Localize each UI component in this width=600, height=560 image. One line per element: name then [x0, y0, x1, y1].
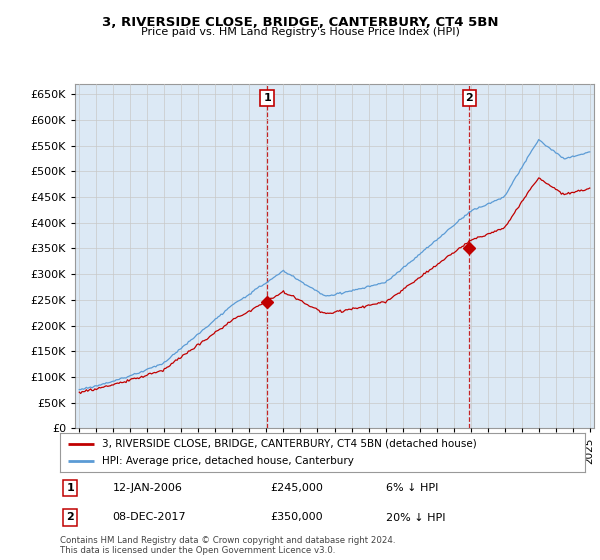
- Text: 20% ↓ HPI: 20% ↓ HPI: [386, 512, 445, 522]
- Text: 2: 2: [66, 512, 74, 522]
- Text: 1: 1: [263, 93, 271, 103]
- Text: 3, RIVERSIDE CLOSE, BRIDGE, CANTERBURY, CT4 5BN (detached house): 3, RIVERSIDE CLOSE, BRIDGE, CANTERBURY, …: [102, 438, 477, 449]
- Text: £245,000: £245,000: [270, 483, 323, 493]
- Text: 1: 1: [66, 483, 74, 493]
- Text: £350,000: £350,000: [270, 512, 323, 522]
- Text: 08-DEC-2017: 08-DEC-2017: [113, 512, 186, 522]
- Text: Contains HM Land Registry data © Crown copyright and database right 2024.
This d: Contains HM Land Registry data © Crown c…: [60, 536, 395, 556]
- Text: 3, RIVERSIDE CLOSE, BRIDGE, CANTERBURY, CT4 5BN: 3, RIVERSIDE CLOSE, BRIDGE, CANTERBURY, …: [102, 16, 498, 29]
- Text: 6% ↓ HPI: 6% ↓ HPI: [386, 483, 438, 493]
- Text: 2: 2: [466, 93, 473, 103]
- Text: Price paid vs. HM Land Registry's House Price Index (HPI): Price paid vs. HM Land Registry's House …: [140, 27, 460, 37]
- Text: 12-JAN-2006: 12-JAN-2006: [113, 483, 182, 493]
- Text: HPI: Average price, detached house, Canterbury: HPI: Average price, detached house, Cant…: [102, 456, 354, 466]
